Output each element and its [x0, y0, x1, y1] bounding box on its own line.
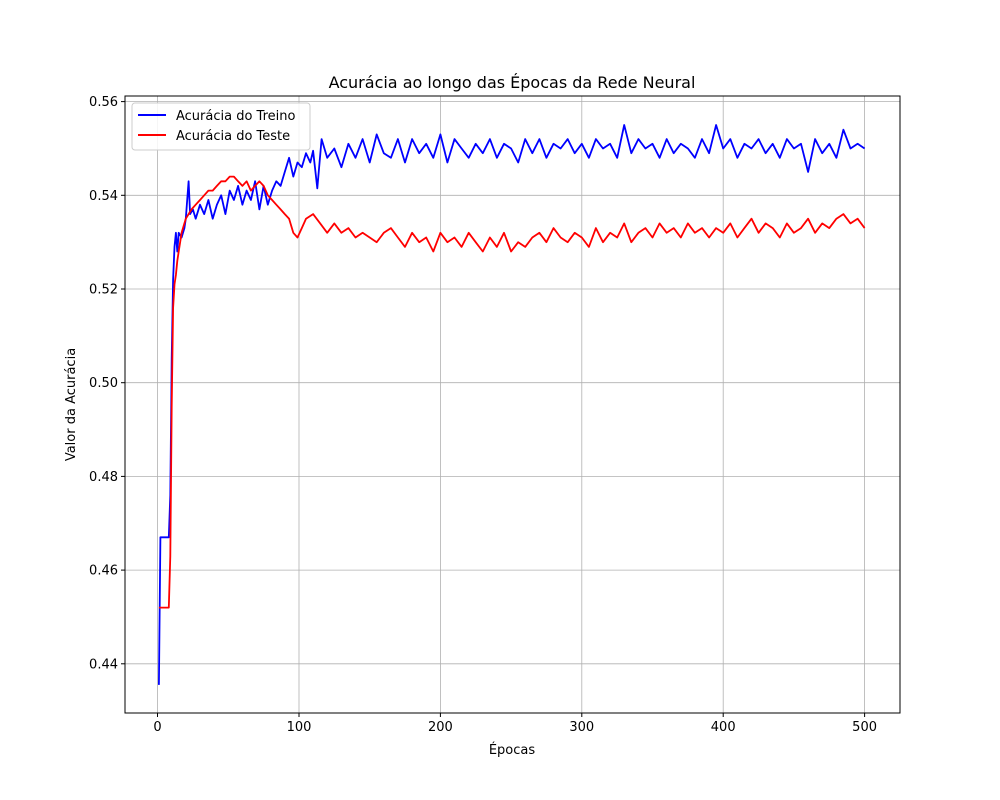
y-axis-label: Valor da Acurácia — [64, 348, 79, 461]
y-tick-label: 0.56 — [89, 95, 118, 110]
x-tick-label: 400 — [711, 720, 736, 735]
legend: Acurácia do Treino Acurácia do Teste — [131, 102, 311, 151]
legend-label-train: Acurácia do Treino — [176, 109, 295, 124]
axis-ticks: 0 100 200 300 400 500 0.44 0.46 0.48 0.50 0.52 0.54… — [89, 95, 877, 735]
y-tick-label: 0.46 — [89, 564, 118, 579]
y-tick-label: 0.48 — [89, 470, 118, 485]
train-accuracy-line — [158, 124, 866, 685]
x-tick-label: 100 — [287, 720, 312, 735]
y-tick-label: 0.44 — [89, 657, 118, 672]
x-tick-label: 500 — [852, 720, 877, 735]
grid-lines — [125, 96, 900, 713]
test-accuracy-line — [158, 175, 866, 609]
legend-label-test: Acurácia do Teste — [176, 129, 290, 144]
series-layer — [158, 124, 866, 685]
chart-title: Acurácia ao longo das Épocas da Rede Neu… — [329, 73, 696, 92]
y-tick-label: 0.52 — [89, 283, 118, 298]
y-tick-label: 0.54 — [89, 189, 118, 204]
x-tick-label: 300 — [569, 720, 594, 735]
plot-area-border — [124, 95, 901, 714]
x-axis-label: Épocas — [489, 742, 536, 758]
x-tick-label: 0 — [153, 720, 161, 735]
x-tick-label: 200 — [428, 720, 453, 735]
y-tick-label: 0.50 — [89, 376, 118, 391]
plot-area-background — [125, 96, 900, 713]
legend-box — [131, 102, 311, 151]
